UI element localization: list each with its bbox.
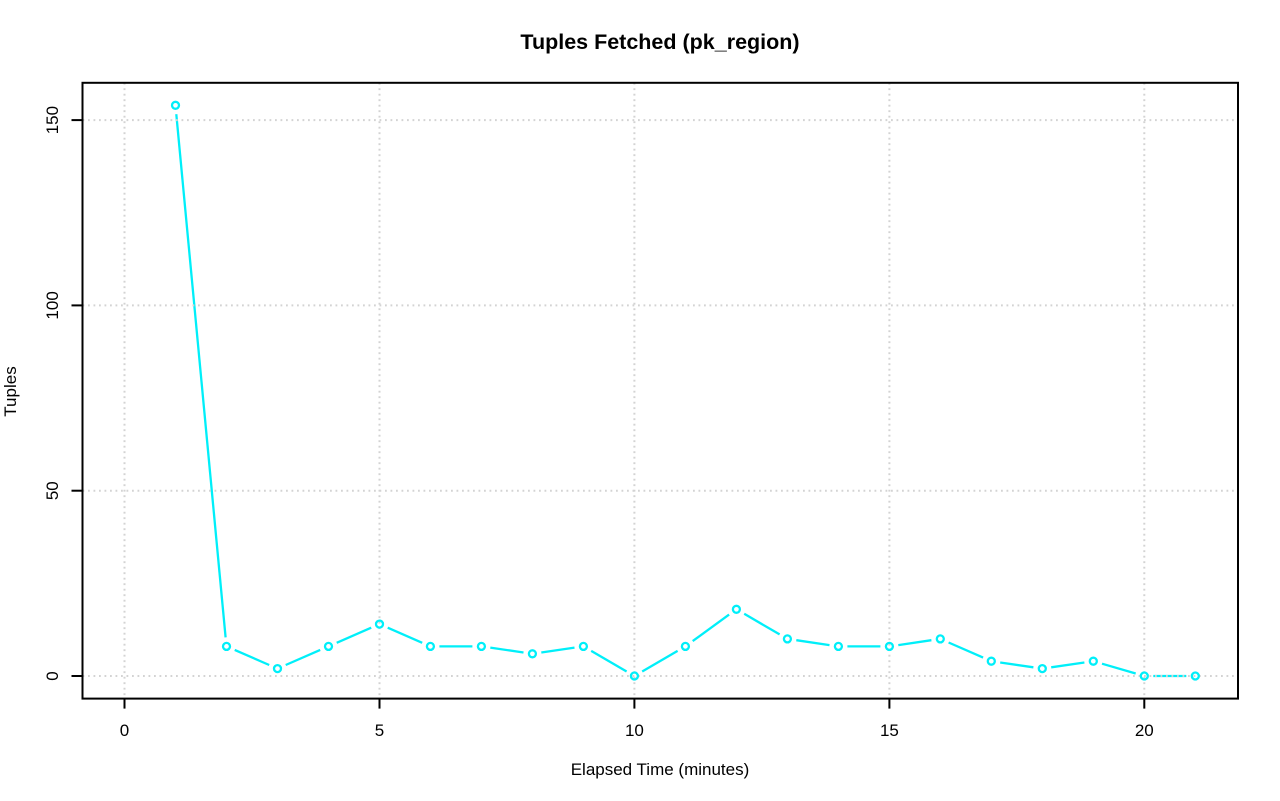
svg-text:0: 0: [43, 671, 62, 680]
svg-text:Tuples Fetched (pk_region): Tuples Fetched (pk_region): [520, 30, 799, 54]
svg-text:50: 50: [43, 481, 62, 500]
svg-text:0: 0: [120, 721, 129, 740]
svg-text:10: 10: [625, 721, 644, 740]
svg-text:15: 15: [880, 721, 899, 740]
svg-text:150: 150: [43, 106, 62, 134]
svg-text:5: 5: [375, 721, 384, 740]
svg-text:Tuples: Tuples: [1, 366, 20, 416]
svg-text:100: 100: [43, 291, 62, 319]
svg-text:Elapsed Time (minutes): Elapsed Time (minutes): [571, 760, 750, 779]
svg-text:20: 20: [1135, 721, 1154, 740]
